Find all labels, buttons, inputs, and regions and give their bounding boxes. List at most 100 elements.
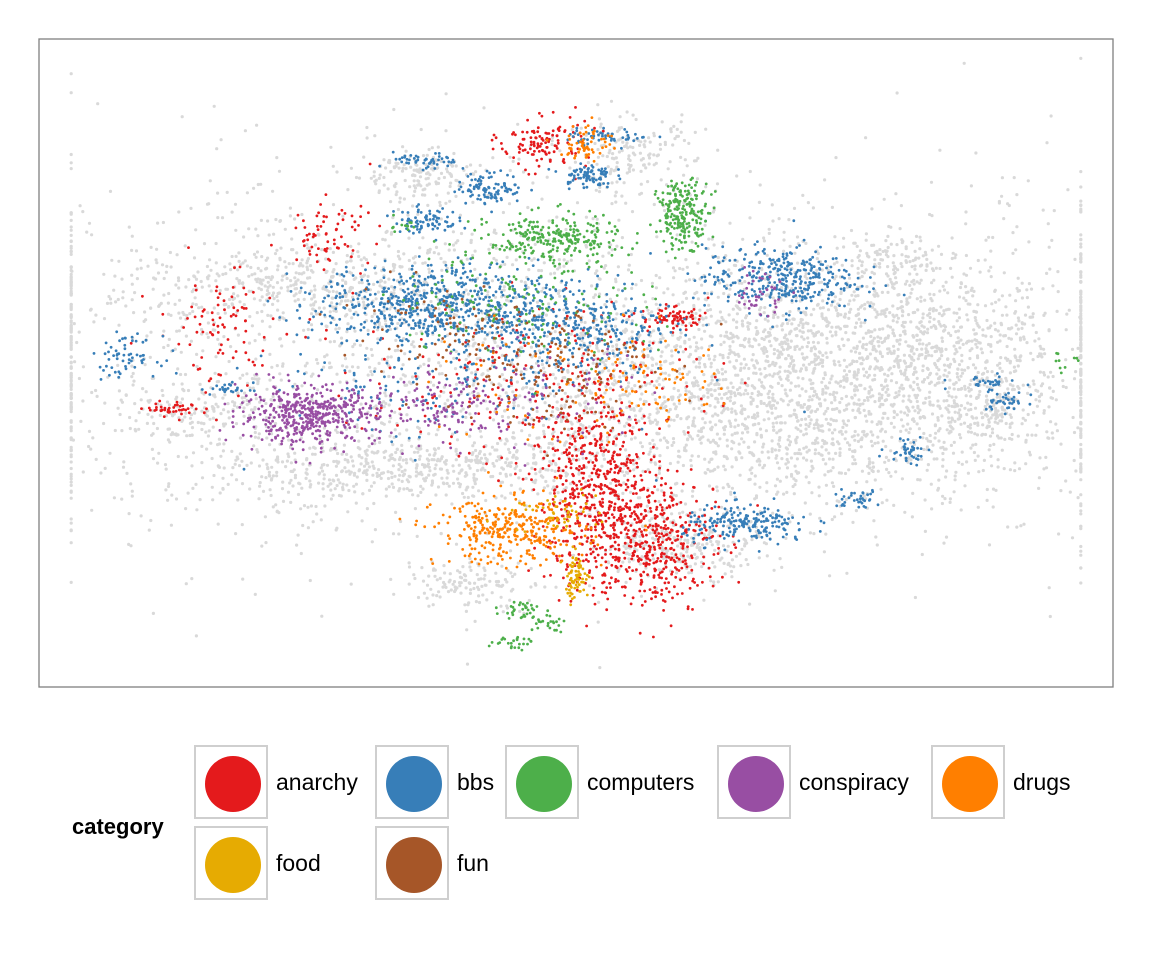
point-background	[741, 237, 745, 241]
point-background	[814, 363, 818, 367]
point-background	[1052, 209, 1056, 213]
point-background	[811, 466, 815, 470]
point-background	[134, 249, 139, 253]
point-background	[796, 427, 800, 431]
point-background	[486, 368, 490, 372]
point-background	[261, 458, 265, 462]
point-background	[1009, 337, 1014, 341]
point-background	[765, 554, 769, 558]
point-background	[657, 383, 661, 387]
point-background	[960, 450, 964, 454]
point-background	[908, 260, 912, 264]
point-background	[845, 365, 849, 369]
point-background	[462, 495, 466, 499]
point-background	[950, 416, 954, 420]
point-background	[726, 396, 730, 400]
point-background	[77, 330, 81, 334]
point-background	[690, 454, 694, 458]
point-background	[834, 419, 838, 423]
point-background	[804, 311, 808, 315]
point-background	[491, 418, 496, 422]
point-background	[451, 432, 455, 436]
point-background	[754, 326, 758, 330]
point-background	[835, 391, 839, 395]
point-background	[957, 307, 962, 311]
point-background	[956, 329, 961, 333]
point-background	[942, 309, 946, 313]
point-background	[879, 383, 884, 387]
point-background	[193, 296, 197, 300]
point-background	[728, 287, 732, 291]
point-background	[654, 273, 658, 278]
point-background	[930, 354, 934, 358]
point-background	[785, 452, 789, 456]
point-background	[981, 468, 985, 473]
point-background	[799, 429, 803, 433]
point-background	[189, 206, 193, 210]
point-background	[892, 415, 896, 420]
point-background	[798, 329, 802, 333]
point-background	[779, 286, 784, 290]
point-background	[94, 457, 98, 461]
point-background	[677, 337, 681, 341]
point-background	[957, 378, 961, 382]
point-background	[742, 440, 746, 444]
point-background	[978, 389, 982, 394]
point-background	[725, 406, 730, 410]
point-background	[400, 479, 404, 483]
point-background	[858, 351, 862, 355]
point-background	[362, 273, 367, 277]
point-background	[263, 338, 267, 342]
point-background	[722, 291, 726, 296]
point-background	[863, 321, 867, 325]
point-background	[820, 445, 824, 449]
point-background	[809, 459, 814, 463]
point-background	[685, 265, 689, 269]
point-background	[771, 296, 775, 300]
point-background	[685, 417, 689, 421]
point-background	[761, 445, 765, 449]
point-background	[161, 393, 165, 398]
point-background	[650, 310, 654, 314]
point-background	[855, 344, 859, 348]
point-background	[874, 365, 878, 369]
point-background	[1038, 370, 1042, 374]
point-background	[69, 455, 73, 459]
point-background	[698, 387, 702, 391]
point-background	[191, 309, 195, 314]
point-background	[1000, 294, 1005, 298]
point-background	[564, 415, 568, 419]
point-background	[703, 457, 707, 461]
point-background	[405, 428, 409, 432]
point-background	[306, 327, 310, 332]
point-background	[663, 360, 667, 364]
point-background	[813, 389, 817, 393]
point-background	[740, 378, 744, 382]
point-background	[1079, 331, 1083, 335]
point-background	[640, 445, 645, 449]
point-background	[785, 447, 790, 451]
point-background	[672, 276, 676, 280]
point-background	[272, 448, 277, 452]
point-background	[401, 302, 405, 306]
point-background	[924, 253, 928, 257]
point-background	[782, 238, 786, 242]
point-background	[1038, 456, 1042, 460]
point-background	[477, 318, 481, 322]
point-background	[258, 298, 262, 302]
point-background	[824, 409, 828, 413]
point-background	[81, 210, 85, 214]
point-background	[124, 393, 128, 397]
point-background	[122, 460, 126, 464]
point-background	[771, 425, 776, 429]
point-background	[941, 380, 945, 385]
point-background	[958, 346, 962, 350]
point-background	[766, 319, 770, 323]
point-background	[757, 343, 761, 347]
point-background	[728, 348, 732, 352]
point-background	[334, 428, 338, 432]
point-background	[1079, 56, 1083, 61]
point-background	[733, 409, 737, 413]
point-background	[614, 280, 618, 284]
point-background	[657, 471, 662, 475]
